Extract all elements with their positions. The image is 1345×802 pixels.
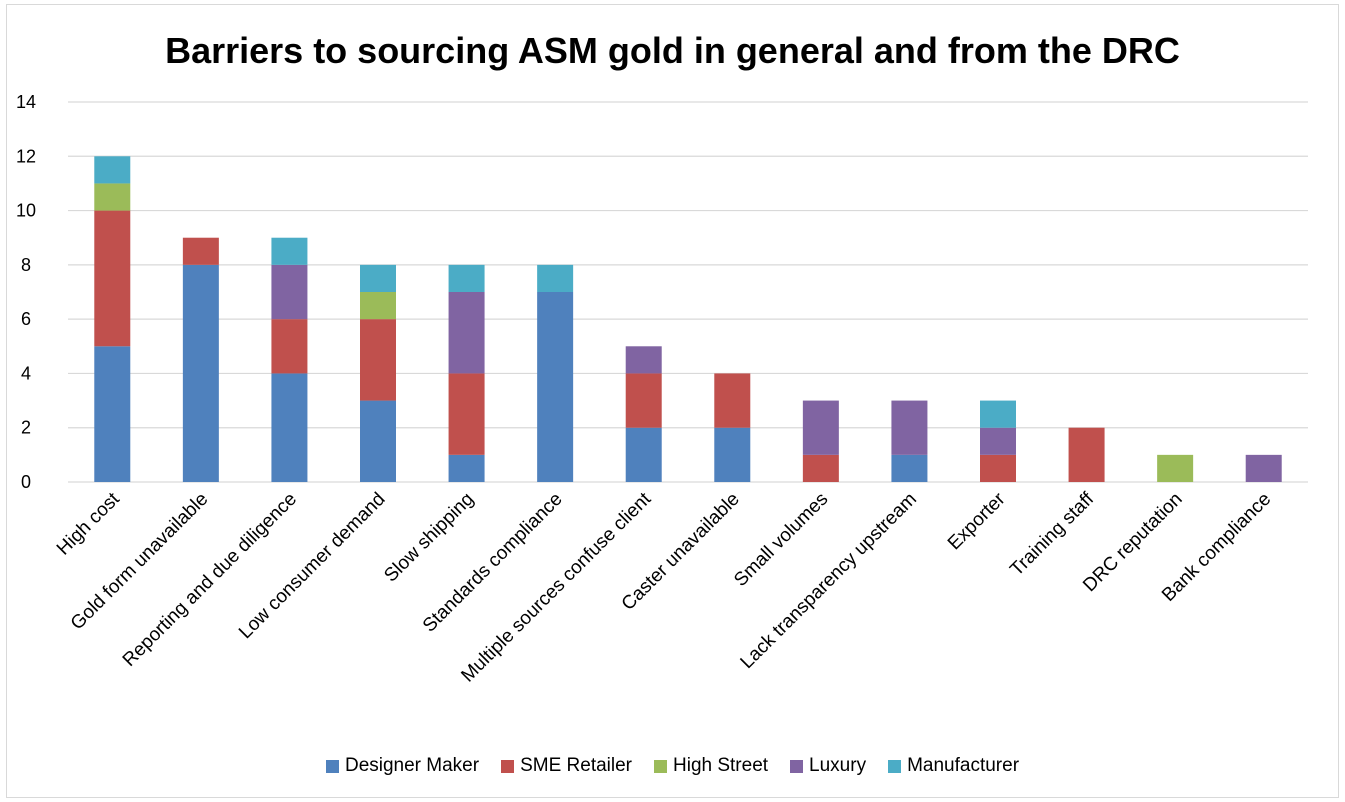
legend-label: High Street (673, 755, 769, 776)
bars (94, 156, 1282, 482)
bar-segment (625, 373, 662, 428)
bar-segment (360, 264, 396, 292)
legend-label: SME Retailer (520, 755, 632, 776)
legend: Designer Maker SME Retailer High Street Lux… (0, 755, 1345, 777)
bar-segment (891, 400, 928, 455)
y-tick-label: 0 (21, 472, 31, 492)
x-category-label: High cost (53, 488, 124, 559)
bar-segment (714, 427, 751, 482)
bar-segment (360, 292, 396, 320)
bar-segment (980, 454, 1016, 482)
x-category-label: Lack transparency upstream (737, 489, 921, 673)
x-category-label: Reporting and due diligence (119, 489, 301, 671)
bar-segment (1245, 454, 1282, 482)
chart-title: Barriers to sourcing ASM gold in general… (165, 30, 1180, 71)
legend-item: SME Retailer (501, 755, 632, 777)
y-tick-label: 4 (21, 363, 31, 383)
legend-item: Luxury (790, 755, 866, 777)
bar-segment (980, 400, 1016, 428)
legend-item: Manufacturer (888, 755, 1019, 777)
legend-label: Luxury (809, 755, 867, 776)
bar-segment (94, 346, 131, 482)
legend-swatch (654, 759, 667, 773)
bar-segment (94, 183, 131, 211)
bar-segment (360, 400, 396, 482)
y-tick-label: 6 (21, 309, 31, 329)
y-tick-label: 10 (16, 201, 36, 221)
bar-segment (802, 400, 839, 455)
bar-segment (182, 237, 219, 265)
y-tick-label: 8 (21, 255, 31, 275)
legend-swatch (501, 759, 515, 773)
chart-frame (6, 4, 1339, 798)
bar-segment (891, 454, 928, 482)
bar-segment (271, 264, 308, 320)
bar-segment (980, 427, 1016, 455)
legend-item: High Street (654, 755, 768, 777)
legend-item: Designer Maker (325, 755, 480, 777)
bar-segment (271, 237, 308, 265)
legend-label: Manufacturer (907, 755, 1020, 776)
bar-segment (448, 264, 485, 292)
x-category-label: Small volumes (730, 489, 832, 591)
bar-segment (271, 373, 308, 482)
y-tick-label: 12 (16, 146, 36, 166)
y-tick-label: 14 (16, 92, 36, 112)
bar-segment (182, 264, 219, 482)
bar-segment (802, 454, 839, 482)
bar-segment (448, 373, 485, 455)
x-category-label: Low consumer demand (235, 489, 390, 644)
x-category-label: Training staff (1006, 488, 1098, 580)
gridlines (68, 101, 1308, 483)
legend-swatch (325, 759, 339, 773)
legend-swatch (888, 759, 902, 773)
bar-segment (537, 292, 574, 482)
bar-segment (94, 156, 131, 184)
bar-segment (714, 373, 751, 428)
y-axis-ticks: 0 2 4 6 8 10 12 14 (16, 92, 36, 492)
bar-segment (271, 319, 308, 374)
bar-segment (448, 454, 485, 482)
bar-segment (1068, 427, 1105, 482)
x-category-label: Multiple sources confuse client (457, 488, 655, 686)
bar-segment (1157, 454, 1194, 482)
legend-label: Designer Maker (344, 755, 480, 776)
bar-segment (625, 346, 662, 374)
bar-segment (94, 210, 131, 347)
x-category-label: Exporter (944, 488, 1010, 554)
bar-segment (537, 264, 574, 292)
x-category-label: Slow shipping (380, 489, 478, 587)
bar-segment (360, 319, 396, 401)
y-tick-label: 2 (21, 418, 31, 438)
legend-swatch (790, 759, 804, 773)
bar-segment (625, 427, 662, 482)
bar-segment (448, 292, 485, 374)
